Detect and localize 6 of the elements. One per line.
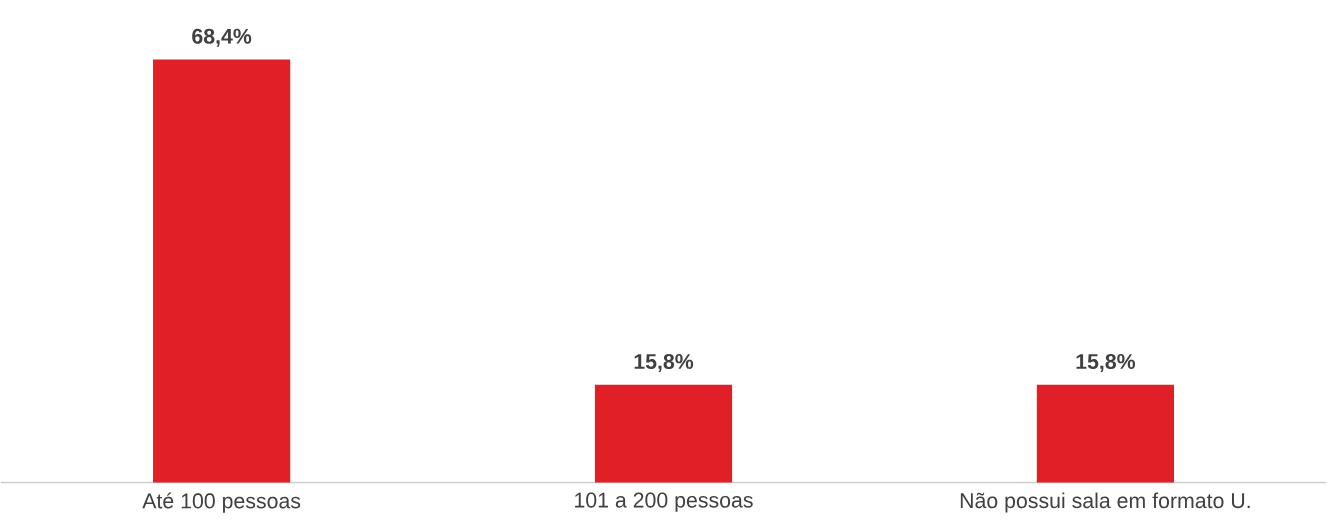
data-label: 68,4% [192, 28, 252, 47]
x-tick-label: 101 a 200 pessoas [575, 492, 753, 512]
data-label: 15,8% [634, 353, 694, 372]
data-label: 15,8% [1076, 353, 1136, 372]
x-tick-label: Até 100 pessoas [142, 492, 301, 513]
x-tick-label: Não possui sala em formato U. [960, 492, 1250, 513]
